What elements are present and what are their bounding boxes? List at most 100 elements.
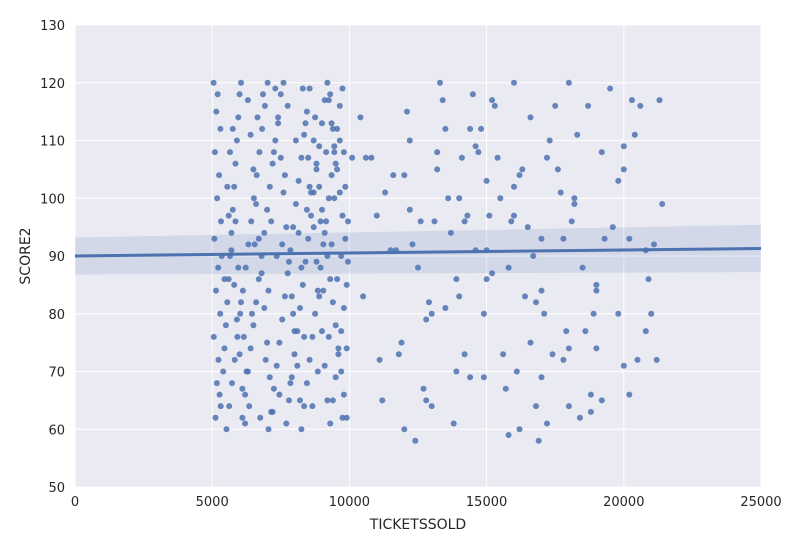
y-tick-label-5: 100 [40,192,65,207]
data-point-253 [439,97,446,104]
data-point-356 [593,281,600,288]
data-point-277 [505,432,512,438]
data-point-75 [295,177,302,184]
x-tick-label-3: 15000 [466,495,507,510]
data-point-64 [265,426,272,433]
data-point-11 [217,310,224,317]
data-point-364 [434,149,441,156]
data-point-352 [483,177,490,184]
data-point-16 [212,414,219,421]
data-point-333 [538,235,545,242]
data-point-194 [257,414,264,421]
data-point-279 [511,79,517,86]
data-point-15 [217,403,224,410]
data-point-4 [211,149,218,156]
data-point-135 [321,229,328,236]
data-point-85 [297,305,303,311]
data-point-116 [338,328,345,335]
data-point-344 [533,299,539,306]
data-point-8 [211,235,218,242]
data-point-243 [409,241,416,248]
data-point-369 [527,339,534,346]
data-point-231 [357,114,364,121]
data-point-205 [287,380,294,387]
data-point-70 [281,293,288,300]
data-point-17 [216,391,223,398]
data-point-341 [453,276,460,283]
data-point-318 [631,131,638,138]
y-tick-label-8: 130 [40,19,65,34]
data-point-91 [313,166,320,173]
data-point-303 [576,414,583,421]
data-point-232 [362,154,369,161]
data-point-346 [587,391,594,398]
data-point-72 [287,247,294,254]
data-point-335 [593,345,600,352]
data-point-119 [345,258,351,265]
data-point-260 [458,154,465,161]
data-point-222 [334,276,341,283]
data-point-244 [415,264,421,271]
data-point-342 [480,310,487,317]
data-point-293 [549,351,556,358]
data-point-329 [442,305,449,311]
data-point-325 [659,201,666,207]
data-point-286 [530,253,537,259]
data-point-121 [339,212,346,219]
data-point-322 [645,276,652,283]
data-point-168 [302,120,309,127]
data-point-332 [511,212,517,219]
data-point-71 [284,270,291,277]
data-points [210,79,666,444]
data-point-258 [453,368,460,375]
data-point-311 [601,235,608,242]
data-point-278 [508,218,515,225]
data-point-60 [272,137,279,144]
data-point-174 [319,328,325,335]
data-point-294 [552,102,559,109]
data-point-156 [269,408,276,415]
data-point-209 [298,264,305,271]
data-point-350 [428,403,435,410]
data-point-315 [620,362,627,369]
y-tick-label-1: 60 [48,423,65,438]
data-point-310 [598,149,605,156]
data-point-256 [447,229,454,236]
data-point-254 [442,125,449,132]
data-point-128 [340,391,347,398]
data-point-172 [313,258,320,265]
data-point-216 [317,218,324,225]
data-point-276 [502,385,509,392]
data-point-157 [272,85,279,92]
data-point-12 [210,333,217,340]
data-point-32 [223,426,230,433]
x-tick-label-4: 20000 [603,495,644,510]
data-point-338 [360,293,367,300]
data-point-263 [467,125,474,132]
data-point-98 [303,380,310,387]
data-point-30 [236,91,243,98]
data-point-169 [305,154,312,161]
data-point-242 [406,206,413,213]
data-point-175 [321,362,328,369]
data-point-184 [229,125,236,132]
data-point-239 [395,351,402,358]
data-point-153 [261,305,268,311]
data-point-131 [332,322,339,329]
data-point-5 [216,172,223,179]
data-point-29 [235,114,242,121]
data-point-83 [291,351,298,358]
data-point-76 [298,154,305,161]
data-point-68 [276,339,283,346]
data-point-224 [339,414,346,421]
data-point-250 [431,218,438,225]
data-point-202 [279,241,286,248]
data-point-298 [563,328,570,335]
data-point-192 [251,241,258,248]
data-point-77 [301,131,308,138]
data-point-34 [229,380,235,387]
data-point-89 [308,212,314,219]
data-point-259 [456,293,463,300]
data-point-182 [224,183,231,190]
